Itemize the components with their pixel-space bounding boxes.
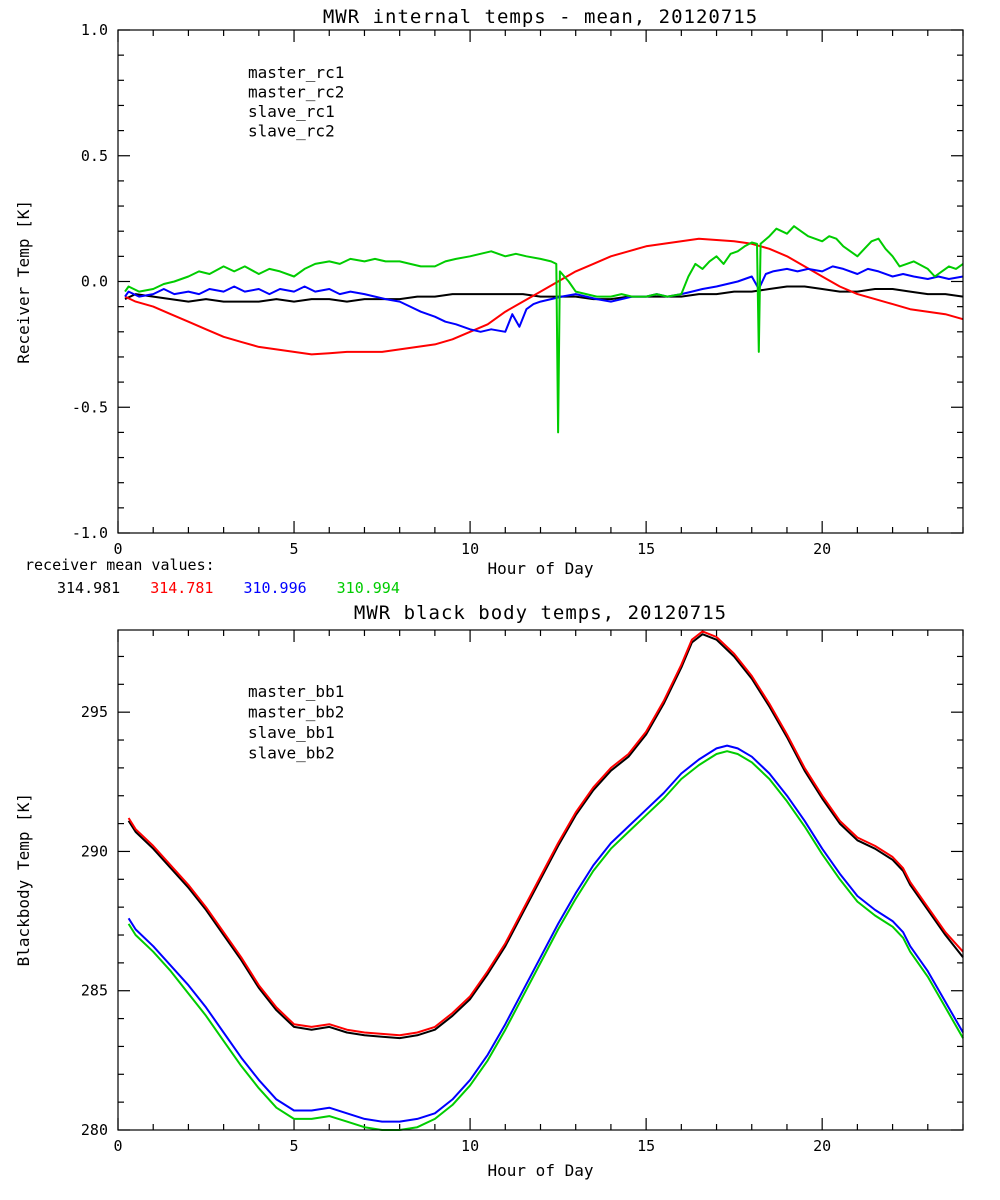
plot-frame (117, 629, 964, 1131)
series-line-slave_rc2 (124, 225, 964, 434)
plot-frame (117, 29, 964, 534)
x-tick-label: 15 (637, 1137, 655, 1155)
y-tick-label: 285 (81, 982, 108, 1000)
internal-temps-chart: 0 5 10 15 20 -1.0 -0.5 0.0 0.5 1.0 master_rc1maste… (72, 21, 964, 558)
x-tick-label: 10 (461, 1137, 479, 1155)
series-line-slave_bb2 (127, 750, 964, 1131)
y-tick-label: -0.5 (72, 398, 108, 416)
mean-value-slave-rc2: 310.994 (336, 579, 400, 597)
legend-label-master_rc2: master_rc2 (248, 83, 344, 102)
receiver-mean-values-label: receiver mean values: (25, 556, 215, 574)
series-line-slave_bb1 (127, 744, 964, 1123)
mean-value-slave-rc1: 310.996 (243, 579, 307, 597)
x-tick-label: 20 (813, 1137, 831, 1155)
x-tick-label: 15 (637, 540, 655, 558)
legend-label-slave_bb1: slave_bb1 (248, 723, 335, 742)
x-tick-label: 20 (813, 540, 831, 558)
y-tick-label: 290 (81, 842, 108, 860)
y-tick-label: 0.5 (81, 147, 108, 165)
legend-label-slave_rc1: slave_rc1 (248, 102, 335, 121)
x-tick-label: 5 (290, 540, 299, 558)
series-line-master_bb2 (127, 630, 964, 1037)
y-tick-label: -1.0 (72, 524, 108, 542)
series-line-master_rc2 (124, 237, 964, 356)
y-tick-label: 280 (81, 1121, 108, 1139)
y-tick-label: 295 (81, 703, 108, 721)
series-line-master_bb1 (127, 633, 964, 1040)
legend-label-master_rc1: master_rc1 (248, 63, 344, 82)
mean-value-master-rc1: 314.981 (57, 579, 121, 597)
blackbody-temps-xlabel: Hour of Day (487, 1161, 594, 1180)
series-line-master_rc1 (124, 285, 964, 303)
internal-temps-title: MWR internal temps - mean, 20120715 (322, 6, 759, 28)
x-tick-label: 0 (113, 540, 122, 558)
blackbody-temps-chart: 0 5 10 15 20 280 285 290 295 master_bb1 master_bb2… (81, 629, 964, 1155)
legend-label-slave_rc2: slave_rc2 (248, 122, 335, 141)
mean-value-master-rc2: 314.781 (150, 579, 214, 597)
legend-label-master_bb2: master_bb2 (248, 703, 344, 722)
x-tick-label: 10 (461, 540, 479, 558)
series-line-slave_rc1 (124, 265, 964, 333)
receiver-mean-values: 314.981 314.781 310.996 310.994 (57, 579, 430, 597)
y-tick-label: 1.0 (81, 21, 108, 39)
x-tick-label: 0 (113, 1137, 122, 1155)
blackbody-temps-title: MWR black body temps, 20120715 (353, 602, 728, 624)
y-tick-label: 0.0 (81, 273, 108, 291)
internal-temps-xlabel: Hour of Day (487, 559, 594, 578)
legend-label-master_bb1: master_bb1 (248, 682, 344, 701)
x-tick-label: 5 (290, 1137, 299, 1155)
legend-label-slave_bb2: slave_bb2 (248, 744, 335, 763)
